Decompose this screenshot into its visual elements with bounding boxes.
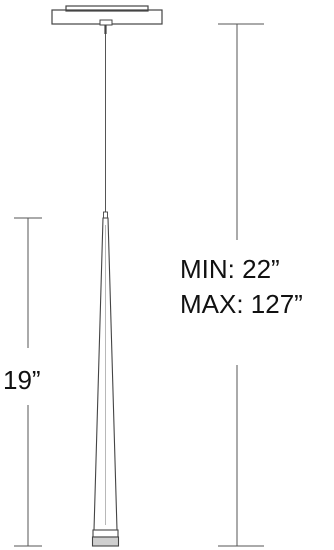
overall-max-label: MAX: 127” xyxy=(180,289,303,319)
overall-min-label: MIN: 22” xyxy=(180,254,280,284)
ceiling-canopy xyxy=(51,5,163,26)
shade-base xyxy=(91,529,120,547)
shade-height-dimension xyxy=(14,217,42,547)
overall-height-dimension xyxy=(218,23,264,547)
conical-shade xyxy=(93,211,118,531)
shade-height-label: 19” xyxy=(3,365,41,395)
